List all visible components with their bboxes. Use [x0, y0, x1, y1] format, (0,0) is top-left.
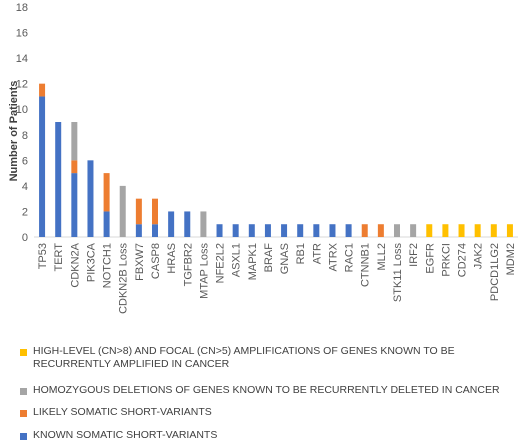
x-tick-label: PDCD1LG2	[489, 243, 501, 301]
legend-label: KNOWN SOMATIC SHORT-VARIANTS	[33, 429, 218, 441]
bar-segment	[71, 160, 78, 174]
x-tick-label: MTAP Loss	[198, 243, 210, 299]
y-tick-label: 6	[22, 155, 28, 167]
bar-segment	[232, 224, 239, 237]
bar-segment	[506, 224, 513, 237]
bar-segment	[394, 224, 400, 237]
bar-segment	[313, 224, 320, 237]
x-tick-label: ASXL1	[231, 243, 243, 277]
x-tick-label: EGFR	[424, 243, 436, 274]
bar-segment	[135, 198, 142, 225]
x-tick-label: RB1	[295, 243, 307, 264]
x-tick-label: MLL2	[376, 243, 388, 271]
bar-segment	[71, 173, 78, 237]
bar-segment	[281, 224, 288, 237]
y-tick-label: 16	[16, 28, 28, 40]
bar-segment	[103, 211, 110, 237]
x-axis-ticks: TP53 TERT CDKN2A PIK3CA NOTCH1 CDKN2B Loss FBX…	[37, 242, 517, 314]
x-tick-label: TERT	[53, 243, 65, 272]
legend-item: HOMOZYGOUS DELETIONS OF GENES KNOWN TO B…	[20, 384, 500, 397]
bar-segment	[442, 224, 449, 237]
x-tick-label: TP53	[37, 243, 49, 269]
x-tick-label: IRF2	[408, 243, 420, 267]
x-tick-label: HRAS	[166, 243, 178, 274]
y-tick-label: 12	[16, 79, 28, 91]
bar-segment	[377, 224, 384, 237]
x-tick-label: GNAS	[279, 243, 291, 274]
y-tick-label: 2	[22, 206, 28, 218]
x-tick-label: JAK2	[473, 243, 485, 269]
y-axis-label: Number of Patients	[8, 81, 20, 182]
x-tick-label: TGFBR2	[182, 243, 194, 286]
legend-item: LIKELY SOMATIC SHORT-VARIANTS	[20, 406, 500, 419]
y-axis-ticks: 0 2 4 6 8 10 12 14 16 18	[16, 2, 28, 244]
legend-swatch	[20, 388, 27, 395]
x-tick-label: CTNNB1	[360, 243, 372, 287]
bar-segment	[216, 224, 223, 237]
bar-segment	[39, 83, 46, 97]
bar-segment	[168, 211, 175, 237]
bar-segment	[361, 224, 368, 237]
x-tick-label: MAPK1	[247, 243, 259, 280]
bar-segment	[248, 224, 255, 237]
x-tick-label: PIK3CA	[85, 242, 97, 282]
bar-segment	[490, 224, 497, 237]
legend-swatch	[20, 349, 27, 356]
bars	[39, 83, 513, 237]
bar-segment	[426, 224, 433, 237]
legend-swatch	[20, 433, 27, 440]
bar-segment	[55, 122, 62, 237]
x-tick-label: CASP8	[150, 243, 162, 279]
bar-segment	[39, 96, 46, 237]
bar-segment	[119, 185, 126, 237]
y-tick-label: 8	[22, 130, 28, 142]
legend-item: KNOWN SOMATIC SHORT-VARIANTS	[20, 429, 500, 442]
legend-label: LIKELY SOMATIC SHORT-VARIANTS	[33, 406, 212, 418]
y-tick-label: 10	[16, 104, 28, 116]
legend-item: HIGH-LEVEL (CN>8) AND FOCAL (CN>5) AMPLI…	[20, 345, 500, 371]
x-tick-label: MDM2	[505, 243, 517, 275]
x-tick-label: BRAF	[263, 243, 275, 273]
bar-segment	[297, 224, 304, 237]
x-tick-label: NOTCH1	[102, 243, 114, 288]
bar-segment	[345, 224, 352, 237]
x-tick-label: PRKCI	[440, 243, 452, 277]
x-tick-label: RAC1	[344, 243, 356, 272]
legend-label: HOMOZYGOUS DELETIONS OF GENES KNOWN TO B…	[33, 384, 500, 396]
bar-segment	[103, 173, 110, 212]
x-tick-label: CD274	[457, 243, 469, 277]
legend-swatch	[20, 410, 27, 417]
bar-segment	[152, 224, 158, 237]
bar-segment	[184, 211, 191, 237]
bar-segment	[87, 160, 94, 237]
x-tick-label: FBXW7	[134, 243, 146, 281]
x-tick-label: ATRX	[327, 242, 339, 271]
bar-segment	[474, 224, 481, 237]
x-tick-label: STK11 Loss	[392, 243, 404, 303]
bar-segment	[329, 224, 336, 237]
bar-segment	[458, 224, 465, 237]
bar-segment	[135, 224, 142, 237]
bar-segment	[152, 198, 158, 225]
bar-segment	[264, 224, 271, 237]
x-tick-label: ATR	[311, 243, 323, 264]
x-tick-label: CDKN2B Loss	[118, 243, 130, 314]
y-tick-label: 18	[16, 2, 28, 14]
bar-segment	[71, 122, 78, 161]
x-tick-label: CDKN2A	[69, 242, 81, 287]
y-tick-label: 14	[16, 53, 28, 65]
y-tick-label: 0	[22, 232, 28, 244]
bar-segment	[200, 211, 207, 237]
y-tick-label: 4	[22, 181, 28, 193]
bar-segment	[410, 224, 417, 237]
x-tick-label: NFE2L2	[215, 243, 227, 283]
legend-label: HIGH-LEVEL (CN>8) AND FOCAL (CN>5) AMPLI…	[33, 345, 455, 370]
